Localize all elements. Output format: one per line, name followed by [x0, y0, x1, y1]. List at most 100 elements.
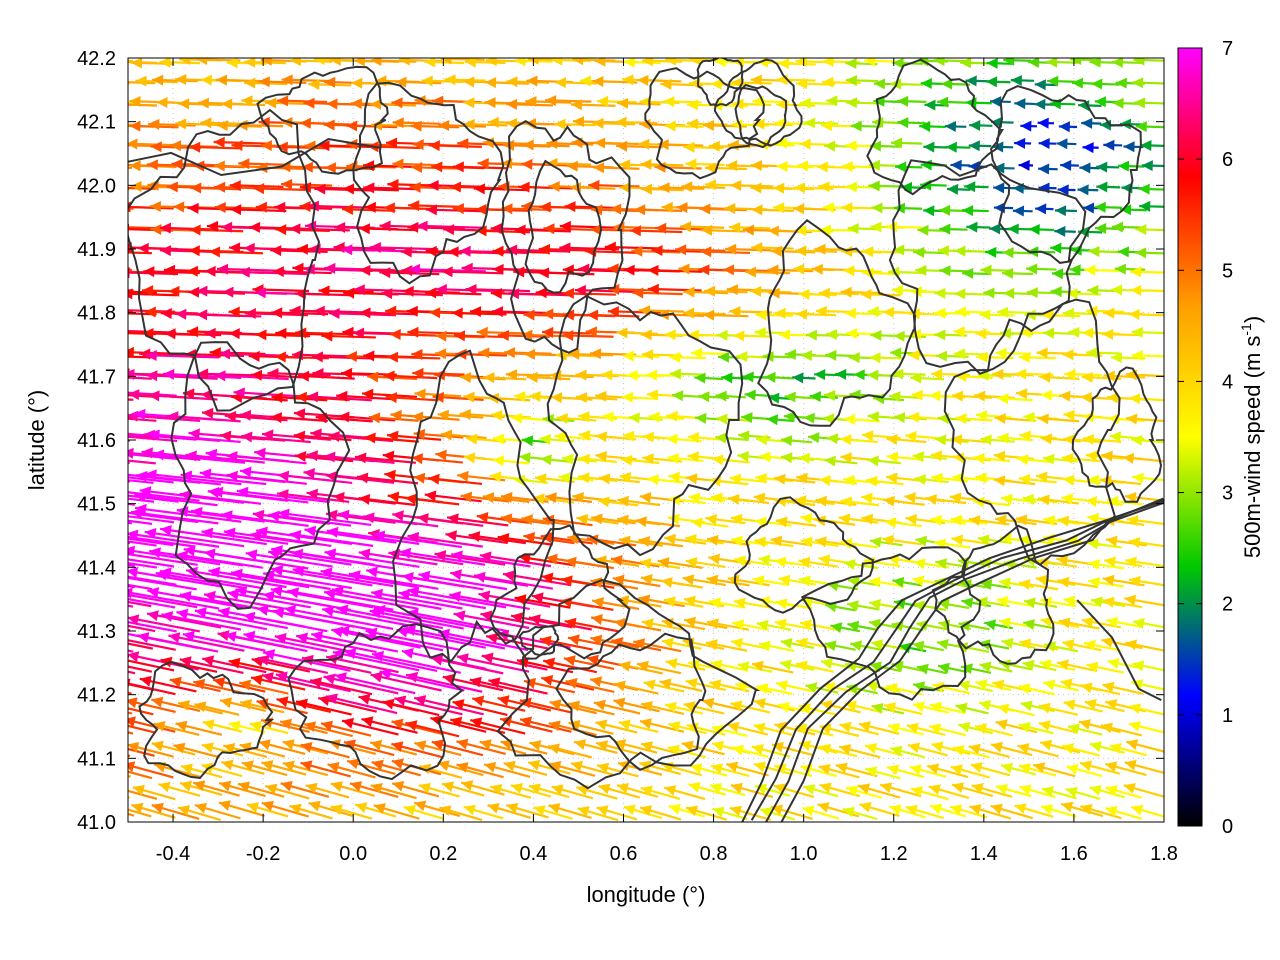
- wind-arrow-head: [946, 183, 959, 195]
- wind-arrow-head: [1002, 247, 1014, 259]
- wind-arrow-head: [578, 263, 590, 275]
- wind-arrow: [128, 312, 157, 316]
- wind-arrow-head: [1087, 284, 1099, 296]
- wind-arrow: [1010, 74, 1035, 86]
- wind-arrow-shaft: [145, 354, 220, 359]
- wind-arrow-head: [84, 77, 95, 88]
- wind-arrow-head: [845, 58, 857, 70]
- wind-arrow-head: [564, 556, 577, 568]
- wind-arrow: [864, 58, 901, 67]
- wind-arrow: [189, 141, 242, 153]
- wind-arrow: [814, 369, 839, 381]
- wind-arrow-head: [1082, 433, 1095, 445]
- wind-arrow-head: [607, 263, 619, 275]
- wind-arrow: [128, 541, 131, 545]
- wind-arrow-head: [196, 309, 208, 321]
- wind-arrow-head: [402, 285, 414, 297]
- wind-arrow-head: [321, 330, 333, 342]
- wind-arrow: [238, 158, 289, 170]
- wind-arrow-head: [666, 410, 678, 422]
- wind-arrow: [522, 139, 570, 151]
- wind-arrow-head: [169, 140, 182, 152]
- wind-arrow-head: [299, 117, 312, 129]
- wind-arrow-head: [248, 350, 260, 362]
- wind-arrow: [369, 242, 439, 254]
- wind-arrow: [506, 244, 570, 256]
- wind-arrow-head: [208, 246, 221, 258]
- wind-arrow: [501, 203, 552, 215]
- wind-arrow-head: [825, 329, 838, 341]
- wind-arrow-head: [944, 120, 957, 132]
- wind-arrow-head: [750, 160, 762, 172]
- wind-arrow: [276, 141, 329, 153]
- wind-arrow-head: [359, 307, 371, 319]
- wind-arrow-head: [56, 590, 68, 601]
- wind-arrow: [128, 289, 134, 292]
- wind-arrow-head: [683, 286, 695, 298]
- wind-arrow: [238, 266, 308, 278]
- wind-arrow-head: [716, 329, 728, 341]
- wind-arrow-head: [382, 698, 395, 710]
- wind-arrow-head: [221, 759, 234, 771]
- wind-arrow-head: [954, 245, 966, 257]
- wind-arrow-head: [860, 288, 872, 300]
- wind-arrow-head: [270, 412, 283, 424]
- wind-arrow: [328, 307, 395, 319]
- wind-arrow-head: [228, 306, 240, 318]
- wind-arrow-head: [586, 309, 599, 321]
- wind-arrow-head: [953, 348, 966, 360]
- wind-arrow-head: [870, 221, 882, 233]
- wind-arrow: [556, 412, 597, 424]
- wind-arrow: [721, 372, 748, 384]
- wind-arrow-head: [566, 160, 578, 172]
- wind-arrow-head: [61, 487, 73, 498]
- wind-arrow-head: [201, 527, 214, 539]
- wind-arrow: [196, 368, 262, 380]
- wind-arrow-head: [776, 160, 788, 172]
- wind-arrow-head: [1043, 679, 1056, 691]
- wind-arrow: [1101, 450, 1144, 462]
- wind-arrow-head: [712, 740, 725, 752]
- wind-arrow-head: [864, 58, 876, 67]
- wind-arrow-head: [175, 74, 187, 86]
- wind-arrow: [604, 241, 660, 253]
- wind-arrow-head: [244, 58, 256, 68]
- wind-arrow-head: [94, 97, 105, 108]
- wind-arrow-head: [1015, 514, 1028, 526]
- wind-arrow-head: [1068, 326, 1080, 338]
- wind-arrow: [968, 743, 1010, 759]
- wind-arrow-head: [543, 223, 555, 235]
- wind-arrow: [128, 353, 131, 356]
- wind-arrow-head: [551, 58, 563, 66]
- wind-arrow: [1125, 369, 1164, 381]
- wind-arrow: [594, 137, 641, 149]
- wind-arrow: [492, 245, 548, 257]
- wind-arrow: [995, 347, 1032, 359]
- wind-arrow-head: [575, 369, 587, 381]
- wind-arrow: [980, 434, 1015, 446]
- wind-arrow-head: [196, 58, 208, 66]
- wind-arrow-head: [379, 220, 391, 232]
- wind-arrow-head: [143, 266, 155, 278]
- wind-arrow: [623, 58, 661, 68]
- wind-arrow-head: [345, 350, 357, 362]
- wind-arrow: [1082, 327, 1120, 339]
- wind-arrow-head: [844, 414, 856, 426]
- wind-arrow-head: [131, 58, 143, 69]
- wind-arrow-head: [501, 203, 513, 215]
- wind-arrow-head: [1133, 58, 1145, 66]
- wind-arrow-head: [84, 138, 95, 149]
- wind-arrow-head: [255, 201, 267, 213]
- wind-arrow: [843, 265, 882, 277]
- wind-arrow: [946, 183, 971, 195]
- wind-arrow-head: [976, 351, 988, 363]
- wind-arrow-head: [144, 306, 156, 318]
- wind-arrow: [128, 461, 130, 464]
- wind-arrow-head: [83, 588, 95, 599]
- wind-arrow-head: [241, 95, 253, 107]
- wind-arrow: [910, 372, 945, 384]
- wind-arrow-head: [591, 513, 603, 525]
- wind-arrow-head: [843, 558, 856, 570]
- wind-arrow-head: [814, 369, 826, 381]
- wind-arrow-head: [667, 453, 679, 465]
